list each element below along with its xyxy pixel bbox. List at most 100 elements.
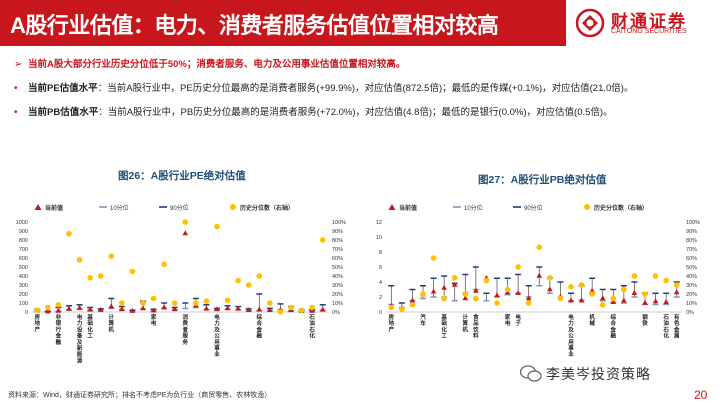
current-marker xyxy=(547,286,553,292)
x-category-char: 机 xyxy=(588,313,595,321)
x-category-char: 服 xyxy=(183,332,189,340)
percentile-dot xyxy=(298,307,305,313)
x-category-char: 汽 xyxy=(420,313,426,321)
y2-tick-label: 80% xyxy=(686,238,697,244)
x-category-char: 饮 xyxy=(472,325,479,333)
percentile-dot xyxy=(451,275,458,281)
x-category-char: 家 xyxy=(505,313,511,321)
percentile-dot xyxy=(245,282,252,288)
x-category-char: 融 xyxy=(611,332,617,340)
current-marker xyxy=(536,272,543,278)
x-category-char: 非 xyxy=(56,313,62,321)
y2-tick-label: 20% xyxy=(686,292,697,298)
y-tick-label: 0 xyxy=(379,310,382,316)
legend-current-label: 当前值 xyxy=(45,204,63,212)
current-marker xyxy=(568,297,574,303)
x-category-label: 电子 xyxy=(515,313,521,327)
percentile-dot xyxy=(409,302,416,308)
pe-chart: 当前值 10分位 90分位 历史分位数（右轴） 0 100 200 300 400 500 600 7… xyxy=(16,204,346,364)
x-category-char: 设 xyxy=(77,325,83,333)
percentile-dot xyxy=(256,273,263,279)
legend-current-marker xyxy=(34,204,42,210)
current-marker xyxy=(462,295,469,301)
percentile-dot xyxy=(235,277,241,284)
x-category-label: 消费者服务 xyxy=(183,313,189,346)
x-category-char: 械 xyxy=(589,319,595,327)
percentile-dot xyxy=(277,309,284,315)
percentile-dot xyxy=(140,300,146,306)
percentile-dot xyxy=(66,230,72,237)
current-marker xyxy=(610,299,617,305)
x-category-label: 石油石化 xyxy=(308,314,315,340)
x-category-char: 色 xyxy=(674,319,680,327)
x-category-label: 非银行金融 xyxy=(55,313,62,346)
x-category-char: 消 xyxy=(183,313,189,321)
x-category-char: 新 xyxy=(77,344,83,352)
arrow-bullet-icon: ➢ xyxy=(14,59,23,70)
x-category-char: 计 xyxy=(463,313,469,321)
y-tick-label: 900 xyxy=(19,229,28,235)
bullet-lead: 当前PE估值水平 xyxy=(28,83,98,94)
current-marker xyxy=(203,305,210,311)
x-category-char: 化 xyxy=(441,325,447,333)
x-category-char: 力 xyxy=(214,319,220,327)
chart-title-pb: 图27：A股行业PB绝对估值 xyxy=(478,174,607,186)
percentile-dot xyxy=(504,286,511,293)
x-category-label: 家电 xyxy=(151,313,157,327)
x-category-label: 基础化工 xyxy=(440,313,447,340)
y-tick-label: 4 xyxy=(379,280,382,286)
y2-tick-label: 10% xyxy=(332,301,343,307)
x-category-char: 金 xyxy=(256,325,263,333)
company-logo: 财通证券 CAITONG SECURITIES xyxy=(575,5,715,41)
dot-bullet-icon: • xyxy=(14,107,18,118)
legend-p90-label: 90分位 xyxy=(524,204,543,212)
x-category-char: 算 xyxy=(463,319,469,327)
current-marker xyxy=(642,299,648,305)
x-category-label: 钢铁 xyxy=(642,313,648,327)
x-category-char: 电 xyxy=(77,313,83,321)
percentile-dot xyxy=(642,291,648,297)
current-marker xyxy=(171,306,178,312)
x-category-char: 石 xyxy=(662,314,669,321)
current-marker xyxy=(631,290,638,296)
y-tick-label: 500 xyxy=(19,265,28,271)
x-category-char: 力 xyxy=(77,319,83,327)
x-category-char: 有 xyxy=(674,313,680,321)
x-category-label: 汽车 xyxy=(420,313,426,327)
legend-p90-label: 90分位 xyxy=(170,204,189,212)
x-category-label: 石油石化 xyxy=(662,314,669,340)
x-category-label: 计算机 xyxy=(462,313,469,333)
current-marker xyxy=(473,287,479,293)
y2-tick-label: 70% xyxy=(686,247,697,253)
x-category-char: 石 xyxy=(308,326,315,333)
y-tick-label: 0 xyxy=(25,310,28,316)
y2-tick-label: 40% xyxy=(332,274,343,280)
percentile-dot xyxy=(224,297,231,304)
x-category-char: 基 xyxy=(440,313,447,321)
current-marker xyxy=(150,307,157,313)
y-tick-label: 100 xyxy=(19,301,28,307)
x-category-char: 综 xyxy=(257,313,263,321)
y2-tick-label: 10% xyxy=(686,301,697,307)
legend-pct-marker xyxy=(584,204,590,210)
current-marker xyxy=(108,303,115,309)
x-category-char: 能 xyxy=(77,350,83,358)
percentile-dot xyxy=(441,295,447,302)
percentile-dot xyxy=(34,307,41,313)
y2-tick-label: 70% xyxy=(332,247,343,253)
x-category-char: 子 xyxy=(515,320,521,327)
x-category-char: 行 xyxy=(55,325,62,333)
current-marker xyxy=(430,288,437,294)
y2-tick-label: 50% xyxy=(686,265,697,271)
page-number: 20 xyxy=(694,388,708,402)
x-category-char: 电 xyxy=(151,319,157,327)
x-category-char: 石 xyxy=(662,326,669,333)
percentile-dot xyxy=(420,291,426,297)
chart-title-pe: 图26：A股行业PE绝对估值 xyxy=(118,170,246,182)
x-category-char: 化 xyxy=(663,332,669,340)
percentile-dot xyxy=(76,257,83,263)
x-category-char: 者 xyxy=(183,325,189,333)
x-category-label: 房地产 xyxy=(35,313,41,333)
current-marker xyxy=(267,307,273,312)
percentile-dot xyxy=(610,295,617,302)
